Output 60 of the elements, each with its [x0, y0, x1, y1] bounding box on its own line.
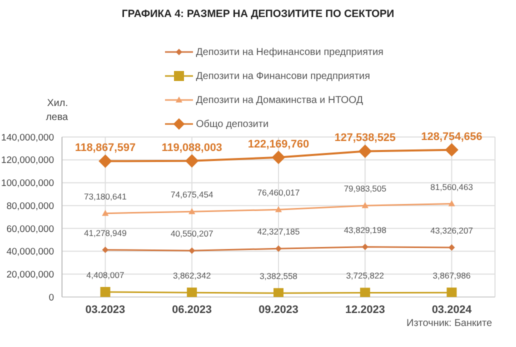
- point: [448, 200, 455, 206]
- y-tick-label: 40,000,000: [6, 246, 54, 258]
- data-label: 118,867,597: [75, 142, 136, 154]
- chart-title: ГРАФИКА 4: РАЗМЕР НА ДЕПОЗИТИТЕ ПО СЕКТОРИ: [120, 8, 396, 20]
- point: [360, 288, 370, 297]
- x-tick-label: 12.2023: [345, 304, 385, 316]
- x-tick-label: 06.2023: [172, 304, 212, 316]
- point: [358, 144, 372, 158]
- y-tick-label: 20,000,000: [6, 270, 54, 281]
- data-label: 79,983,505: [344, 184, 387, 194]
- x-tick-label: 03.2023: [85, 304, 126, 316]
- y-axis-title: Хил. лева: [44, 97, 68, 125]
- point: [362, 202, 368, 208]
- point: [102, 246, 108, 253]
- data-label: 43,829,198: [344, 224, 387, 235]
- point: [276, 206, 282, 212]
- data-label: 42,327,185: [257, 226, 300, 237]
- x-tick-label: 03.2024: [432, 304, 472, 316]
- point: [446, 288, 457, 297]
- point: [188, 248, 195, 254]
- data-label: 76,460,017: [257, 188, 300, 198]
- point: [276, 246, 282, 252]
- data-label: 3,382,558: [260, 271, 298, 282]
- point: [100, 286, 110, 297]
- point: [362, 244, 368, 250]
- x-tick-label: 09.2023: [258, 304, 298, 316]
- point: [102, 210, 108, 216]
- data-label: 122,169,760: [248, 138, 310, 150]
- data-label: 81,560,463: [430, 182, 474, 192]
- legend-label: Общо депозити: [196, 118, 269, 130]
- point: [448, 244, 455, 250]
- data-label: 4,408,007: [86, 270, 124, 280]
- y-tick-label: 100,000,000: [1, 178, 54, 190]
- data-label: 43,326,207: [430, 225, 474, 236]
- point: [185, 154, 198, 168]
- text: Източник: Банките: [406, 318, 492, 329]
- legend-label: Депозити на Домакинства и НТООД: [196, 94, 364, 106]
- data-label: 3,862,342: [172, 270, 212, 281]
- point: [188, 208, 195, 214]
- data-label: 119,088,003: [162, 142, 222, 154]
- y-tick-label: 120,000,000: [1, 155, 54, 166]
- point: [274, 288, 284, 297]
- y-tick-label: 80,000,000: [6, 200, 54, 212]
- data-label: 3,725,822: [346, 270, 384, 281]
- point: [186, 288, 197, 297]
- data-label: 127,538,525: [334, 132, 396, 144]
- y-tick-label: 0: [48, 292, 54, 304]
- legend-label: Депозити на Финансови предприятия: [196, 70, 370, 82]
- point: [98, 154, 112, 168]
- legend-label: Депозити на Нефинансови предприятия: [196, 46, 384, 58]
- data-label: 73,180,641: [84, 191, 127, 202]
- data-label: 41,278,949: [84, 228, 127, 238]
- y-tick-label: 60,000,000: [6, 224, 54, 235]
- data-label: 74,675,454: [170, 190, 214, 200]
- y-tick-label: 140,000,000: [1, 132, 54, 144]
- point: [445, 143, 458, 156]
- data-label: 40,550,207: [170, 228, 214, 239]
- point: [272, 150, 285, 164]
- data-label: 3,867,986: [432, 270, 471, 281]
- data-label: 128,754,656: [421, 130, 482, 143]
